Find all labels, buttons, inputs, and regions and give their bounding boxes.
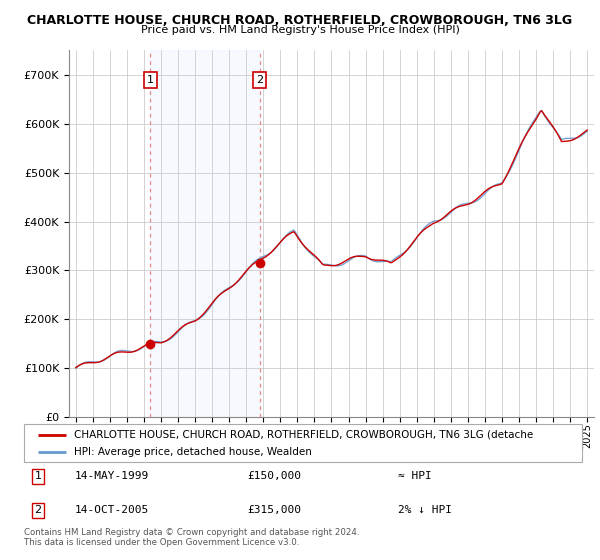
Bar <box>151 50 260 417</box>
Text: 2: 2 <box>34 505 41 515</box>
Text: 14-OCT-2005: 14-OCT-2005 <box>74 505 148 515</box>
Text: £150,000: £150,000 <box>247 472 301 482</box>
Text: 2: 2 <box>256 74 263 85</box>
Text: ≈ HPI: ≈ HPI <box>398 472 431 482</box>
Text: 1: 1 <box>147 74 154 85</box>
Text: HPI: Average price, detached house, Wealden: HPI: Average price, detached house, Weal… <box>74 447 312 458</box>
Text: CHARLOTTE HOUSE, CHURCH ROAD, ROTHERFIELD, CROWBOROUGH, TN6 3LG: CHARLOTTE HOUSE, CHURCH ROAD, ROTHERFIEL… <box>28 14 572 27</box>
Text: Price paid vs. HM Land Registry's House Price Index (HPI): Price paid vs. HM Land Registry's House … <box>140 25 460 35</box>
Text: CHARLOTTE HOUSE, CHURCH ROAD, ROTHERFIELD, CROWBOROUGH, TN6 3LG (detache: CHARLOTTE HOUSE, CHURCH ROAD, ROTHERFIEL… <box>74 430 533 440</box>
Text: 14-MAY-1999: 14-MAY-1999 <box>74 472 148 482</box>
Text: 1: 1 <box>34 472 41 482</box>
Text: £315,000: £315,000 <box>247 505 301 515</box>
FancyBboxPatch shape <box>24 424 582 462</box>
Text: 2% ↓ HPI: 2% ↓ HPI <box>398 505 452 515</box>
Text: Contains HM Land Registry data © Crown copyright and database right 2024.
This d: Contains HM Land Registry data © Crown c… <box>24 528 359 547</box>
